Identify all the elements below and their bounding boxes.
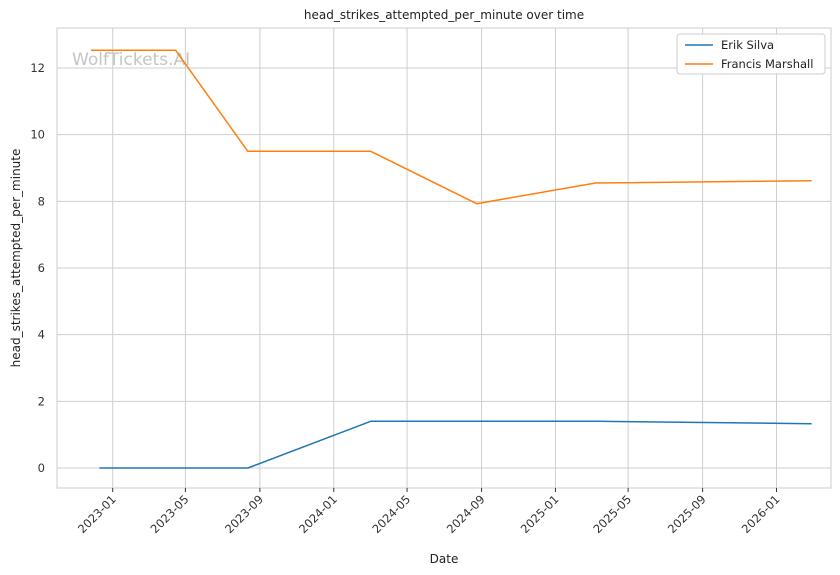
y-tick-label: 12 [30, 61, 45, 75]
y-tick-label: 4 [38, 328, 45, 342]
series-line-1 [90, 49, 812, 205]
x-tick-label: 2025-01 [518, 492, 562, 536]
y-tick-label: 10 [30, 128, 45, 142]
y-tick-labels: 0 2 4 6 8 10 12 [30, 61, 45, 475]
series-layer [90, 49, 812, 469]
x-tick-label: 2025-05 [590, 492, 634, 536]
chart-title: head_strikes_attempted_per_minute over t… [304, 8, 584, 22]
series-line-0 [99, 420, 812, 469]
x-tick-label: 2024-09 [444, 492, 488, 536]
x-axis-label: Date [430, 552, 459, 566]
x-tick-label: 2024-01 [296, 492, 340, 536]
y-tick-label: 8 [38, 194, 45, 208]
y-tick-label: 6 [38, 261, 45, 275]
plot-frame [56, 27, 832, 489]
legend-box [676, 33, 826, 75]
x-tick-label: 2025-09 [665, 492, 709, 536]
x-tick-label: 2023-05 [148, 492, 192, 536]
grid [57, 28, 831, 488]
x-tick-label: 2023-09 [222, 492, 266, 536]
legend-entry: Erik Silva [721, 38, 774, 52]
x-tick-label: 2023-01 [75, 492, 119, 536]
x-tick-label: 2024-05 [369, 492, 413, 536]
x-tick-labels: 2023-01 2023-05 2023-09 2024-01 2024-05 2024-… [75, 488, 783, 536]
y-tick-label: 0 [38, 461, 45, 475]
legend-entry: Francis Marshall [721, 57, 813, 71]
watermark: WolfTickets.AI [72, 50, 190, 70]
legend: Erik Silva Francis Marshall [676, 33, 826, 75]
y-axis-label: head_strikes_attempted_per_minute [9, 149, 23, 368]
y-tick-label: 2 [38, 394, 45, 408]
x-tick-label: 2026-01 [739, 492, 783, 536]
